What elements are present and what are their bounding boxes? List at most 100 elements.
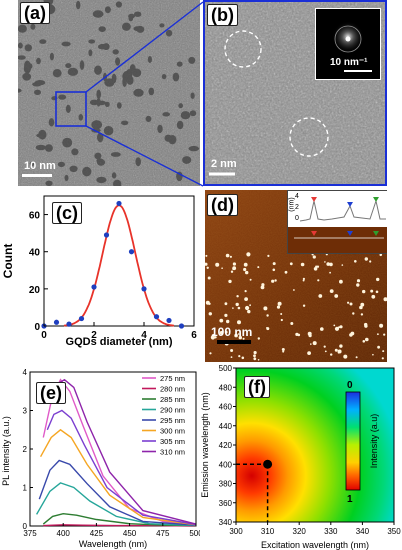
nanoparticle-dot xyxy=(176,61,183,67)
e-x-tick-label: 425 xyxy=(90,529,104,538)
panel-e-pl-spectra: 275 nm 280 nm 285 nm 290 nm 295 nm 300 nm 305 … xyxy=(0,366,200,550)
afm-particle-dot xyxy=(347,301,350,304)
panel-b-label: (b) xyxy=(207,4,238,26)
histogram-point xyxy=(66,321,72,327)
nanoparticle-dot xyxy=(162,112,171,117)
nanoparticle-dot xyxy=(48,118,55,127)
f-y-tick-label: 500 xyxy=(219,364,233,373)
histogram-point xyxy=(178,323,185,329)
afm-particle-dot xyxy=(318,294,323,298)
afm-particle-dot xyxy=(356,279,361,283)
f-x-tick-label: 340 xyxy=(356,527,370,536)
nanoparticle-dot xyxy=(52,69,62,78)
nanoparticle-dot xyxy=(79,60,85,70)
afm-particle-dot xyxy=(235,302,239,307)
panel-a-scale-text: 10 nm xyxy=(24,160,56,172)
afm-particle-dot xyxy=(352,312,355,315)
afm-particle-dot xyxy=(249,278,252,281)
nanoparticle-dot xyxy=(97,132,104,143)
pl-spectrum-line xyxy=(42,512,197,527)
afm-particle-dot xyxy=(205,262,208,266)
nanoparticle-dot xyxy=(67,67,79,76)
afm-particle-dot xyxy=(329,289,334,293)
afm-particle-dot xyxy=(337,349,342,354)
excitation-emission-map: 0 1 Intensity (a.u) 300 310 320 330 340 350 3… xyxy=(200,364,401,550)
afm-particle-dot xyxy=(341,264,344,266)
afm-particle-dot xyxy=(234,333,238,338)
panel-f-label: (f) xyxy=(244,376,270,398)
nanoparticle-dot xyxy=(157,124,163,134)
nanoparticle-dot xyxy=(57,161,65,168)
afm-particle-dot xyxy=(225,253,230,258)
nanoparticle-dot xyxy=(190,92,195,99)
afm-particle-dot xyxy=(228,279,232,284)
histogram-point xyxy=(166,317,172,324)
afm-particle-dot xyxy=(247,309,251,314)
nanoparticle-dot xyxy=(91,120,103,130)
nanoparticle-dot xyxy=(115,1,122,8)
panel-e-label: (e) xyxy=(36,382,66,404)
afm-particle-dot xyxy=(381,357,384,360)
afm-particle-dot xyxy=(339,325,343,329)
e-y-tick-label: 2 xyxy=(23,445,28,454)
crystallite-circle-1 xyxy=(224,30,262,68)
afm-particle-dot xyxy=(362,340,366,343)
afm-particle-dot xyxy=(206,266,209,269)
afm-particle-dot xyxy=(313,267,318,271)
fft-inset: 10 nm⁻¹ xyxy=(315,8,381,80)
height-profile-plot xyxy=(288,197,387,253)
panel-f-pl-map: 0 1 Intensity (a.u) 300 310 320 330 340 350 3… xyxy=(200,364,402,550)
afm-particle-dot xyxy=(300,262,305,267)
panel-c-label: (c) xyxy=(52,202,82,224)
afm-particle-dot xyxy=(371,294,376,299)
panel-b-scale-text: 2 nm xyxy=(211,158,237,170)
afm-particle-dot xyxy=(276,305,281,309)
afm-particle-dot xyxy=(307,351,311,355)
panel-d-afm-image: (d) 100 nm (nm) 4 2 0 xyxy=(205,190,387,362)
afm-particle-dot xyxy=(330,353,333,356)
afm-particle-dot xyxy=(372,353,374,356)
nanoparticle-dot xyxy=(88,39,96,44)
afm-particle-dot xyxy=(302,277,305,280)
nanoparticle-dot xyxy=(180,111,191,120)
afm-particle-dot xyxy=(316,265,320,268)
afm-particle-dot xyxy=(253,354,256,358)
afm-particle-dot xyxy=(244,297,248,301)
afm-particle-dot xyxy=(245,305,250,311)
pl-spectrum-line xyxy=(38,459,197,526)
nanoparticle-dot xyxy=(69,165,78,172)
afm-particle-dot xyxy=(370,289,374,293)
afm-particle-dot xyxy=(282,350,285,353)
pl-spectrum-line xyxy=(35,482,197,527)
e-x-axis-label: Wavelength (nm) xyxy=(79,539,147,549)
afm-particle-dot xyxy=(360,313,364,316)
afm-particle-dot xyxy=(261,283,265,287)
afm-particle-dot xyxy=(379,323,384,328)
nanoparticle-dot xyxy=(165,29,173,37)
histogram-point xyxy=(103,232,110,238)
c-x-tick-label: 4 xyxy=(141,330,147,341)
nanoparticle-dot xyxy=(116,102,122,109)
afm-particle-dot xyxy=(253,357,257,361)
afm-particle-dot xyxy=(376,277,380,282)
afm-particle-dot xyxy=(243,267,247,272)
afm-particle-dot xyxy=(334,348,338,352)
nanoparticle-dot xyxy=(58,94,67,100)
nanoparticle-dot xyxy=(182,156,192,164)
afm-particle-dot xyxy=(354,260,357,263)
afm-particle-dot xyxy=(238,355,241,358)
afm-particle-dot xyxy=(226,319,230,324)
afm-particle-dot xyxy=(271,279,275,283)
colorbar-title: Intensity (a.u) xyxy=(369,414,379,469)
nanoparticle-dot xyxy=(129,64,136,74)
c-x-tick-label: 0 xyxy=(41,330,47,341)
nanoparticle-dot xyxy=(189,110,197,117)
afm-particle-dot xyxy=(245,270,249,275)
afm-particle-dot xyxy=(257,359,260,361)
afm-particle-dot xyxy=(205,300,210,305)
nanoparticle-dot xyxy=(44,144,53,152)
f-y-tick-label: 360 xyxy=(219,499,233,508)
panel-a-scale-bar xyxy=(22,174,52,177)
afm-particle-dot xyxy=(232,262,236,266)
f-x-axis-label: Excitation wavelength (nm) xyxy=(261,540,369,550)
